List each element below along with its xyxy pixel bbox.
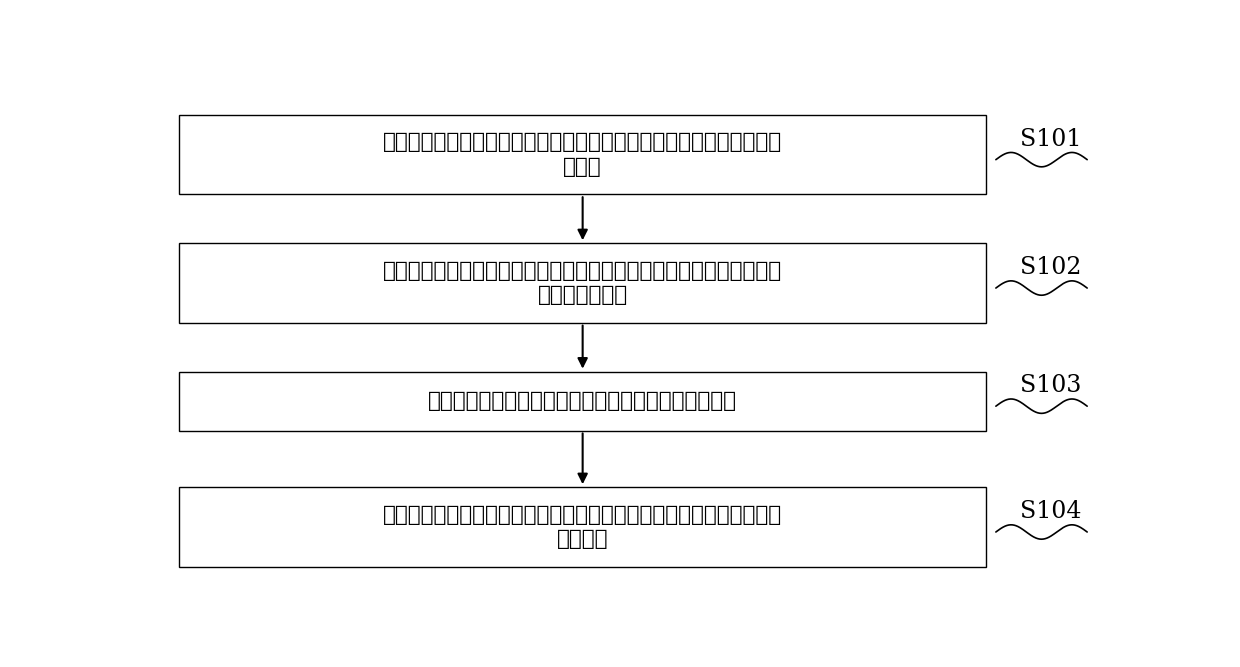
Text: 像中的映射位置: 像中的映射位置: [538, 285, 627, 305]
Text: 基于绘制断裂血管的数据信息后的二维医学图像重新生成三维医学模型: 基于绘制断裂血管的数据信息后的二维医学图像重新生成三维医学模型: [383, 504, 782, 524]
FancyBboxPatch shape: [179, 372, 986, 431]
Text: 在二维医学图像中的映射位置绘制断裂血管的数据信息: 在二维医学图像中的映射位置绘制断裂血管的数据信息: [428, 391, 737, 411]
FancyBboxPatch shape: [179, 115, 986, 194]
FancyBboxPatch shape: [179, 243, 986, 323]
Text: 根据血管在三维医学模型中的断裂位置，确定该断裂位置在二维医学图: 根据血管在三维医学模型中的断裂位置，确定该断裂位置在二维医学图: [383, 261, 782, 281]
Text: S101: S101: [1019, 127, 1081, 151]
Text: 裂位置: 裂位置: [563, 157, 601, 177]
Text: S103: S103: [1019, 374, 1081, 397]
FancyBboxPatch shape: [179, 487, 986, 567]
Text: 中的血管: 中的血管: [557, 529, 609, 549]
Text: 若三维医学模型中的血管存在断裂，确定血管在该三维医学模型中的断: 若三维医学模型中的血管存在断裂，确定血管在该三维医学模型中的断: [383, 132, 782, 152]
Text: S102: S102: [1019, 256, 1081, 279]
Text: S104: S104: [1019, 500, 1081, 523]
